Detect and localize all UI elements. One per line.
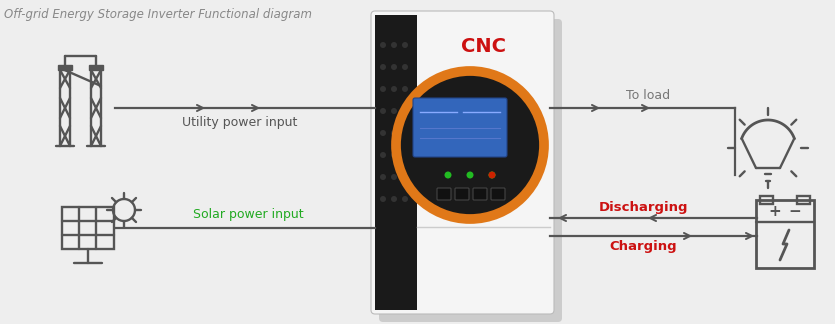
Text: Discharging: Discharging: [598, 201, 688, 214]
Circle shape: [391, 174, 397, 180]
Circle shape: [402, 64, 408, 70]
Circle shape: [380, 174, 386, 180]
Bar: [58, 65, 72, 70]
Circle shape: [380, 42, 386, 48]
Bar: [62, 207, 114, 249]
Circle shape: [488, 171, 495, 179]
Circle shape: [391, 42, 397, 48]
Circle shape: [380, 64, 386, 70]
Circle shape: [380, 108, 386, 114]
Circle shape: [402, 130, 408, 136]
Circle shape: [402, 42, 408, 48]
Text: Utility power input: Utility power input: [182, 116, 298, 129]
FancyBboxPatch shape: [491, 188, 505, 200]
Text: −: −: [788, 203, 802, 218]
FancyBboxPatch shape: [379, 19, 562, 322]
Text: Charging: Charging: [610, 240, 677, 253]
FancyBboxPatch shape: [455, 188, 469, 200]
Circle shape: [402, 152, 408, 158]
Circle shape: [391, 152, 397, 158]
Circle shape: [488, 171, 495, 179]
Circle shape: [391, 64, 397, 70]
FancyBboxPatch shape: [437, 188, 451, 200]
Text: To load: To load: [626, 89, 670, 102]
Circle shape: [380, 196, 386, 202]
Bar: [797, 196, 810, 204]
Circle shape: [391, 86, 397, 92]
Circle shape: [380, 86, 386, 92]
Text: +: +: [769, 203, 782, 218]
Circle shape: [467, 171, 473, 179]
Circle shape: [391, 196, 397, 202]
Circle shape: [391, 108, 397, 114]
Circle shape: [391, 130, 397, 136]
Circle shape: [444, 171, 452, 179]
Text: CNC: CNC: [461, 37, 506, 56]
Circle shape: [402, 196, 408, 202]
FancyBboxPatch shape: [413, 98, 507, 157]
Bar: [375, 15, 417, 310]
Circle shape: [402, 86, 408, 92]
Circle shape: [396, 71, 544, 219]
Text: Solar power input: Solar power input: [193, 208, 303, 221]
Bar: [756, 200, 814, 268]
FancyBboxPatch shape: [371, 11, 554, 314]
Circle shape: [402, 174, 408, 180]
Circle shape: [380, 152, 386, 158]
Bar: [89, 65, 103, 70]
Text: Off-grid Energy Storage Inverter Functional diagram: Off-grid Energy Storage Inverter Functio…: [4, 8, 312, 21]
Bar: [760, 196, 773, 204]
Circle shape: [402, 108, 408, 114]
Circle shape: [380, 130, 386, 136]
FancyBboxPatch shape: [473, 188, 487, 200]
